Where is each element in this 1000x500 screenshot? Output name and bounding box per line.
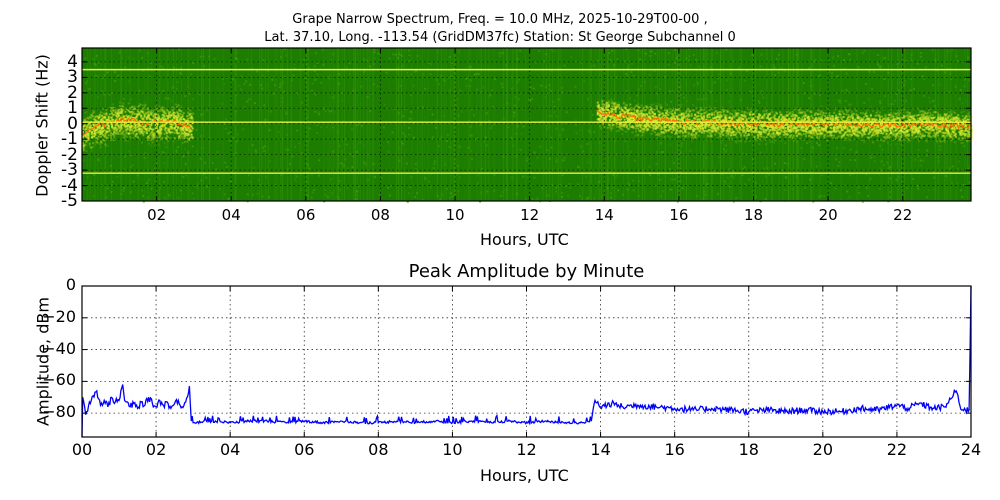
amplitude-x-tick: 14 xyxy=(590,440,611,459)
spectrogram-x-tick: 08 xyxy=(370,206,390,224)
amplitude-y-tick: −20 xyxy=(42,306,76,326)
amplitude-y-tick: −60 xyxy=(42,370,76,390)
amplitude-plot-title: Peak Amplitude by Minute xyxy=(408,261,645,282)
spectrogram-y-tick: -4 xyxy=(61,175,78,196)
spectrogram-x-tick: 06 xyxy=(296,206,316,224)
spectrogram-y-tick: -5 xyxy=(61,191,78,211)
amplitude-x-tick: 00 xyxy=(71,440,93,459)
spectrogram-x-tick: 02 xyxy=(147,206,167,224)
spectrogram-heatmap xyxy=(81,47,973,203)
spectrogram-x-tick: 22 xyxy=(893,206,913,224)
signal-segment xyxy=(81,101,194,153)
amplitude-x-tick: 16 xyxy=(664,440,685,459)
spectrogram-x-tick: 12 xyxy=(520,206,540,224)
spectrogram-x-tick: 14 xyxy=(594,206,614,224)
spectrogram-frame xyxy=(81,47,972,202)
amplitude-x-tick: 10 xyxy=(442,440,463,459)
amplitude-x-tick: 06 xyxy=(294,440,315,459)
amplitude-x-tick: 04 xyxy=(219,440,241,459)
amplitude-line xyxy=(81,285,972,438)
spectrogram-x-tick: 18 xyxy=(743,206,764,224)
amplitude-x-tick: 12 xyxy=(516,440,537,459)
amplitude-x-tick: 24 xyxy=(960,440,982,459)
spectrogram-x-tick: 04 xyxy=(221,206,241,224)
amplitude-x-axis-label: Hours, UTC xyxy=(480,466,569,485)
spectrogram-y-tick: -2 xyxy=(61,144,78,165)
figure-title-line-2: Lat. 37.10, Long. -113.54 (GridDM37fc) S… xyxy=(264,30,736,45)
amplitude-x-tick: 02 xyxy=(145,440,167,459)
spectrogram-x-tick: 16 xyxy=(669,206,689,224)
spectrogram-x-tick: 10 xyxy=(445,206,465,224)
figure-title-line-1: Grape Narrow Spectrum, Freq. = 10.0 MHz,… xyxy=(292,12,708,27)
spectrogram-y-tick: -1 xyxy=(61,129,78,150)
amplitude-x-tick: 18 xyxy=(738,440,759,459)
spectrogram-y-tick: -3 xyxy=(61,160,78,181)
amplitude-y-tick: −40 xyxy=(42,338,76,358)
amplitude-x-tick: 22 xyxy=(886,440,908,459)
spectrogram-y-tick: 2 xyxy=(67,82,78,103)
amplitude-x-tick: 20 xyxy=(812,440,833,459)
spectrogram-y-tick: 3 xyxy=(67,67,78,88)
spectrogram-y-tick: 4 xyxy=(67,51,78,72)
amplitude-x-tick: 08 xyxy=(368,440,389,459)
amplitude-plot xyxy=(81,285,972,438)
spectrogram-y-tick: 0 xyxy=(67,113,78,134)
spectrogram-y-tick: 1 xyxy=(67,98,78,119)
spectrogram-x-axis-label: Hours, UTC xyxy=(480,230,569,249)
amplitude-y-tick: −80 xyxy=(42,402,76,422)
amplitude-y-tick: 0 xyxy=(65,275,76,294)
spectrogram-x-tick: 20 xyxy=(818,206,838,224)
